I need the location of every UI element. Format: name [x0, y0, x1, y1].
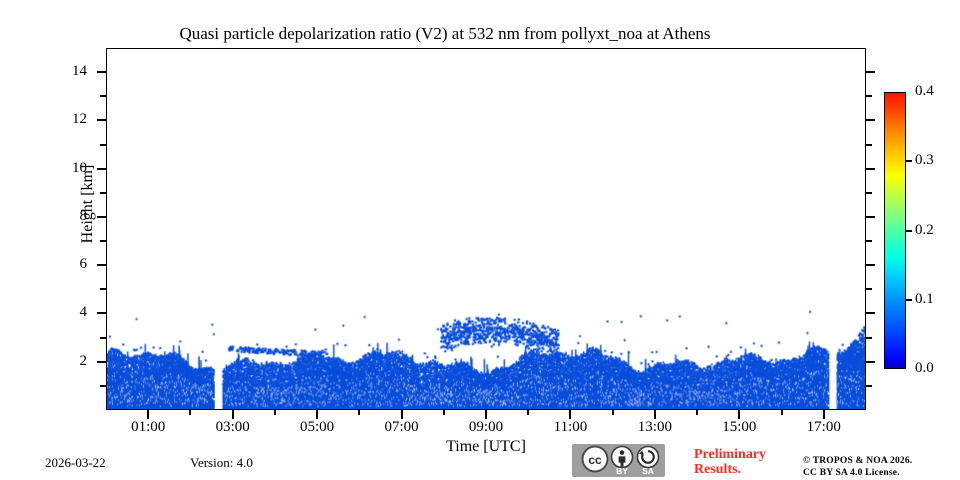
x-minor-tick-4 [273, 410, 276, 415]
y-tick-label-10: 10 [72, 159, 87, 176]
y-minor-tick-5 [100, 288, 106, 291]
x-minor-tick-2 [189, 410, 192, 415]
x-tick-label-03:00: 03:00 [215, 419, 250, 435]
y-tick-6 [97, 264, 106, 267]
x-tick-03:00 [231, 410, 234, 419]
y-minor-tick-1 [100, 384, 106, 387]
x-tick-label-07:00: 07:00 [384, 419, 419, 435]
y-tick-12 [97, 119, 106, 122]
y-tick-14 [866, 71, 875, 74]
copyright-line-1: © TROPOS & NOA 2026. [803, 456, 913, 466]
y-axis-title: Height [km] [79, 164, 96, 244]
y-tick-12 [866, 119, 875, 122]
y-tick-2 [866, 360, 875, 363]
y-tick-label-12: 12 [72, 111, 87, 128]
y-tick-8 [866, 215, 875, 218]
y-tick-label-4: 4 [79, 304, 88, 321]
x-tick-label-11:00: 11:00 [553, 419, 588, 435]
y-minor-tick-7 [866, 240, 872, 243]
x-minor-tick-10 [527, 410, 530, 415]
y-tick-label-2: 2 [79, 352, 88, 369]
y-minor-tick-9 [100, 191, 106, 194]
x-tick-05:00 [316, 410, 319, 419]
badge-by-label: BY [616, 466, 628, 476]
x-minor-tick-6 [358, 410, 361, 415]
preliminary-results-notice: Preliminary Results. [694, 447, 766, 477]
y-minor-tick-3 [100, 336, 106, 339]
page-title: Quasi particle depolarization ratio (V2)… [179, 24, 711, 43]
preliminary-line-2: Results. [694, 462, 742, 477]
copyright-notice: © TROPOS & NOA 2026. CC BY SA 4.0 Licens… [803, 456, 912, 479]
y-minor-tick-3 [866, 336, 872, 339]
x-tick-label-15:00: 15:00 [722, 419, 757, 435]
x-minor-tick-16 [780, 410, 783, 415]
x-tick-09:00 [485, 410, 487, 419]
colorbar-tick-0.2 [906, 229, 912, 232]
y-minor-tick-7 [100, 240, 106, 243]
footer-version: Version: 4.0 [190, 455, 253, 470]
colorbar-label-0.1: 0.1 [915, 290, 934, 307]
y-minor-tick-1 [866, 384, 872, 387]
x-axis-title: Time [UTC] [446, 438, 526, 455]
x-tick-label-05:00: 05:00 [300, 419, 335, 435]
svg-text:cc: cc [588, 453, 602, 467]
colorbar-label-0.0: 0.0 [915, 360, 934, 376]
copyright-line-2: CC BY SA 4.0 License. [803, 467, 900, 478]
preliminary-line-1: Preliminary [694, 447, 767, 462]
y-tick-2 [97, 360, 106, 363]
y-tick-14 [97, 71, 106, 74]
y-tick-10 [866, 167, 875, 170]
y-tick-6 [866, 264, 875, 267]
y-tick-label-8: 8 [79, 207, 88, 224]
plot-area[interactable] [106, 48, 866, 410]
x-tick-01:00 [147, 410, 150, 419]
y-minor-tick-5 [866, 288, 872, 291]
y-minor-tick-13 [100, 95, 106, 98]
footer-date: 2026-03-22 [45, 455, 106, 470]
x-tick-label-09:00: 09:00 [468, 419, 504, 435]
x-tick-17:00 [822, 410, 825, 419]
x-tick-15:00 [738, 410, 741, 419]
x-tick-07:00 [400, 410, 403, 419]
y-minor-tick-9 [866, 191, 872, 194]
y-minor-tick-13 [866, 95, 872, 98]
y-tick-4 [97, 312, 106, 315]
y-minor-tick-11 [100, 143, 106, 146]
x-tick-label-01:00: 01:00 [131, 419, 166, 435]
y-tick-4 [866, 312, 875, 315]
x-tick-label-17:00: 17:00 [806, 419, 841, 435]
x-minor-tick-14 [696, 410, 699, 415]
colorbar-tick-0.1 [906, 298, 912, 301]
colorbar-label-0.4: 0.4 [915, 83, 934, 99]
badge-sa-label: SA [642, 466, 654, 476]
colorbar-tick-0.3 [906, 160, 912, 163]
x-minor-tick-12 [611, 410, 614, 415]
colorbar-label-0.2: 0.2 [915, 221, 934, 238]
y-tick-label-6: 6 [79, 256, 88, 273]
colorbar-gradient [884, 92, 906, 369]
y-tick-label-14: 14 [72, 63, 87, 80]
colorbar-label-0.3: 0.3 [915, 152, 934, 169]
colorbar[interactable] [884, 92, 906, 369]
x-minor-tick-8 [442, 410, 445, 415]
y-tick-10 [97, 167, 106, 170]
x-tick-11:00 [569, 410, 572, 419]
heatmap-data-layer [107, 49, 865, 409]
x-tick-13:00 [653, 410, 656, 419]
x-tick-label-13:00: 13:00 [637, 419, 672, 435]
y-minor-tick-11 [866, 143, 872, 146]
y-tick-8 [97, 215, 106, 218]
cc-by-sa-icon: cc BY SA [581, 445, 660, 476]
creative-commons-badge[interactable]: cc BY SA [572, 444, 665, 477]
